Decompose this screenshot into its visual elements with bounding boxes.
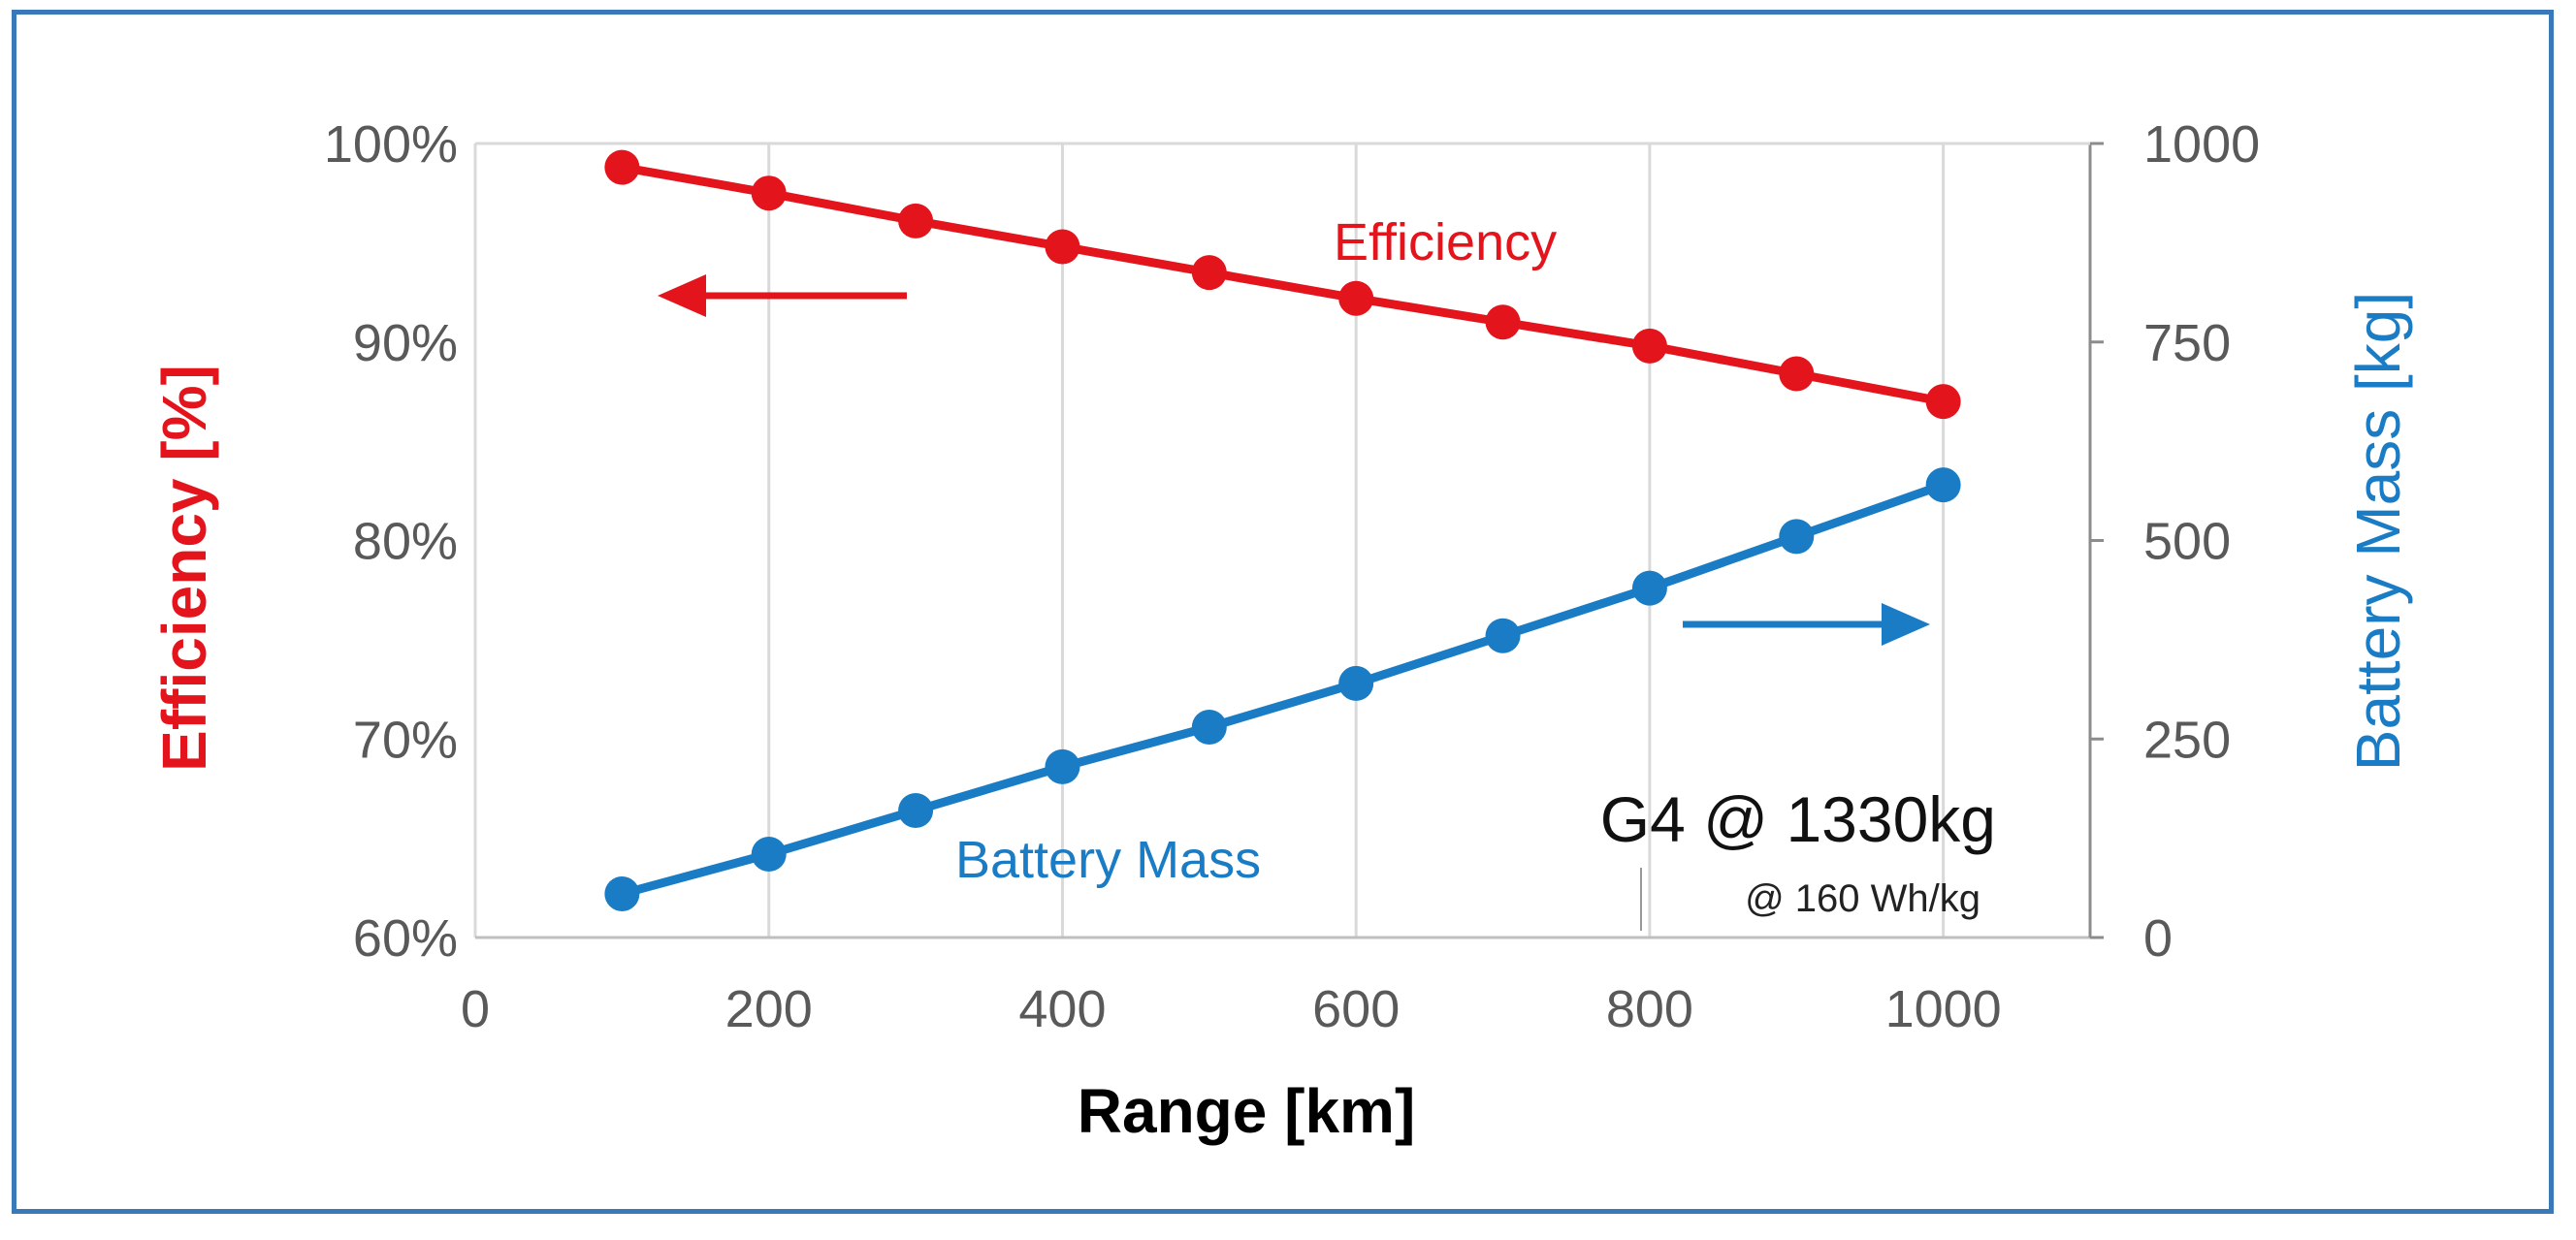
gridlines — [767, 143, 1946, 938]
x-tick-label: 800 — [1606, 980, 1693, 1038]
y-left-tick-label: 100% — [324, 115, 458, 174]
efficiency-point — [1191, 255, 1227, 291]
efficiency-point — [604, 149, 640, 185]
y-right-tick-label: 750 — [2143, 314, 2231, 372]
battery-series-label: Battery Mass — [955, 831, 1261, 889]
efficiency-point — [1485, 304, 1521, 340]
x-tick-label: 0 — [461, 980, 490, 1038]
y-axis-left-title: Efficiency [%] — [149, 365, 219, 772]
series-layer — [604, 149, 1961, 911]
battery-mass-point — [1485, 618, 1521, 653]
y-right-tick-label: 0 — [2143, 909, 2173, 968]
battery-mass-point — [1191, 709, 1227, 745]
battery-axis-arrow — [1683, 603, 1930, 646]
battery-mass-line — [621, 480, 1946, 899]
y-axis-right-title: Battery Mass [kg] — [2343, 292, 2413, 771]
y-right-tick-label: 500 — [2143, 513, 2231, 571]
tick-labels: 0 200 400 600 800 1000 60% 70% 80% 90% 100% 0 250 500… — [324, 115, 2260, 1038]
battery-mass-point — [604, 875, 640, 911]
efficiency-point — [1338, 280, 1374, 316]
battery-mass-point — [898, 792, 934, 828]
battery-mass-point — [1631, 570, 1667, 606]
y-right-tick-label: 250 — [2143, 711, 2231, 769]
axes — [473, 142, 2104, 939]
efficiency-point — [751, 175, 787, 211]
vehicle-annotation: G4 @ 1330kg — [1600, 783, 1996, 855]
x-tick-label: 400 — [1018, 980, 1106, 1038]
y-left-tick-label: 80% — [353, 513, 458, 571]
x-tick-label: 600 — [1312, 980, 1400, 1038]
efficiency-series-label: Efficiency — [1334, 213, 1557, 271]
efficiency-point — [1631, 328, 1667, 364]
y-right-tick-label: 1000 — [2143, 115, 2260, 174]
battery-mass-point — [1925, 467, 1961, 503]
efficiency-axis-arrow — [658, 274, 907, 317]
energy-density-annotation: @ 160 Wh/kg — [1745, 877, 1980, 920]
efficiency-point — [1779, 356, 1815, 392]
efficiency-point — [898, 203, 934, 238]
x-tick-label: 200 — [725, 980, 813, 1038]
x-axis-title: Range [km] — [1078, 1076, 1416, 1146]
efficiency-point — [1925, 384, 1961, 420]
efficiency-line — [621, 163, 1945, 406]
y-left-tick-label: 70% — [353, 711, 458, 769]
battery-mass-point — [1779, 519, 1815, 555]
chart-frame — [12, 10, 2554, 1214]
battery-mass-point — [1338, 665, 1374, 701]
efficiency-point — [1045, 229, 1080, 265]
y-left-tick-label: 60% — [353, 909, 458, 968]
battery-mass-point — [751, 837, 787, 873]
x-tick-label: 1000 — [1885, 980, 2002, 1038]
battery-mass-point — [1045, 748, 1080, 784]
y-left-tick-label: 90% — [353, 314, 458, 372]
